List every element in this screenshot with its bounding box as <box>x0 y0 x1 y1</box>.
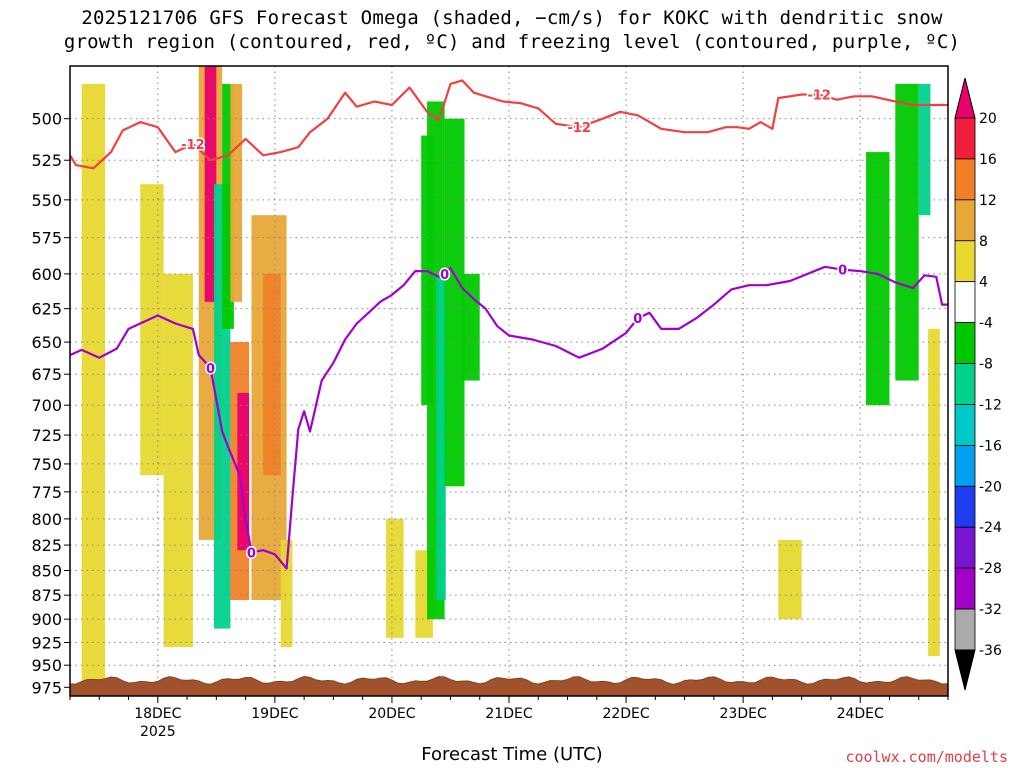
y-tick-label: 575 <box>31 229 62 248</box>
contour-label-freezing: 0 <box>440 268 449 283</box>
contour-label-freezing: 0 <box>247 546 256 561</box>
colorbar-band <box>954 363 976 405</box>
contour-label-freezing: 0 <box>633 312 642 327</box>
y-tick-label: 700 <box>31 396 62 415</box>
colorbar-top-arrow <box>954 77 976 119</box>
omega-cell <box>386 518 404 638</box>
y-tick-label: 600 <box>31 265 62 284</box>
contours: -12 -12 -12 0 0 0 0 0 <box>70 79 948 570</box>
y-tick-label: 625 <box>31 300 62 319</box>
x-tick-label: 18DEC <box>134 706 181 722</box>
colorbar-tick-label: -24 <box>979 520 1002 536</box>
x-tick-label: 19DEC <box>251 706 298 722</box>
y-tick-label: 675 <box>31 365 62 384</box>
y-tick-label: 850 <box>31 561 62 580</box>
omega-shading <box>81 66 940 692</box>
omega-cell <box>263 273 281 476</box>
terrain-fill <box>70 676 948 696</box>
omega-cell <box>222 83 234 329</box>
x-tick-label: 23DEC <box>720 706 767 722</box>
contour-dgz_-12C <box>70 79 948 170</box>
y-tick-label: 650 <box>31 333 62 352</box>
omega-cell <box>436 273 446 601</box>
colorbar-band <box>954 608 976 651</box>
omega-cell <box>928 328 940 657</box>
y-tick-label: 725 <box>31 426 62 445</box>
contour-freezing_0C <box>70 265 948 570</box>
grid-lines <box>70 66 948 696</box>
x-tick-label: 21DEC <box>485 706 532 722</box>
omega-cell <box>918 83 931 216</box>
x-axis: 18DEC 2025 19DEC 20DEC 21DEC 22DEC 23DEC 24DEC <box>69 696 949 740</box>
colorbar-band <box>954 322 976 364</box>
colorbar-band <box>954 526 976 569</box>
omega-cell <box>81 83 106 692</box>
colorbar-tick-label: -20 <box>979 479 1002 495</box>
y-tick-label: 525 <box>31 151 62 170</box>
x-tick-label: 24DEC <box>837 706 884 722</box>
colorbar-tick-label: -32 <box>979 602 1002 618</box>
colorbar-band <box>954 117 976 160</box>
y-tick-label: 550 <box>31 191 62 210</box>
contour-label-freezing: 0 <box>206 362 215 377</box>
colorbar-tick-label: 4 <box>979 275 988 291</box>
colorbar-tick-label: -12 <box>979 397 1002 413</box>
colorbar-band <box>954 158 976 201</box>
colorbar-tick-label: -36 <box>979 643 1002 659</box>
omega-cell <box>444 118 465 487</box>
colorbar-tick-label: 12 <box>979 193 997 209</box>
omega-cell <box>230 83 243 302</box>
chart-title: 2025121706 GFS Forecast Omega (shaded, −… <box>63 7 961 53</box>
x-axis-label: Forecast Time (UTC) <box>421 744 603 765</box>
omega-cell <box>163 273 193 648</box>
y-tick-label: 900 <box>31 610 62 629</box>
colorbar-band <box>954 567 976 610</box>
omega-cell <box>280 539 293 648</box>
y-tick-label: 875 <box>31 586 62 605</box>
y-tick-label: 800 <box>31 510 62 529</box>
omega-cell <box>778 539 802 620</box>
colorbar-band <box>954 404 976 446</box>
colorbar-band <box>954 444 976 487</box>
colorbar-tick-label: 8 <box>979 234 988 250</box>
colorbar-tick-label: 16 <box>979 152 997 168</box>
x-tick-label: 20DEC <box>368 706 415 722</box>
x-tick-label: 22DEC <box>602 706 649 722</box>
colorbar-tick-label: -16 <box>979 438 1002 454</box>
colorbar-band <box>954 199 976 242</box>
y-tick-label: 500 <box>31 110 62 129</box>
colorbar-tick-label: -8 <box>979 357 993 373</box>
omega-cell <box>237 392 250 551</box>
contour-label-freezing: 0 <box>838 264 847 279</box>
colorbar-bottom-arrow <box>954 649 976 691</box>
y-axis: 500 525 550 575 600 625 650 675 700 725 750 775 800 8… <box>31 110 70 697</box>
colorbar-band <box>954 485 976 528</box>
y-tick-label: 825 <box>31 536 62 555</box>
x-tick-sublabel: 2025 <box>140 724 176 740</box>
contour-label-dgz: -12 <box>807 89 831 104</box>
colorbar-tick-label: -4 <box>979 316 993 332</box>
colorbar-tick-label: 20 <box>979 111 997 127</box>
colorbar-tick-label: -28 <box>979 561 1002 577</box>
terrain-area <box>70 676 948 696</box>
contour-label-dgz: -12 <box>181 138 205 153</box>
contour-label-dgz: -12 <box>567 121 591 136</box>
omega-cell <box>204 66 217 302</box>
credit-link[interactable]: coolwx.com/modelts <box>845 748 1008 766</box>
omega-cell <box>140 184 164 476</box>
omega-cell <box>895 83 919 381</box>
y-tick-label: 750 <box>31 455 62 474</box>
y-tick-label: 950 <box>31 656 62 675</box>
y-tick-label: 975 <box>31 678 62 697</box>
colorbar-band <box>954 240 976 283</box>
y-tick-label: 775 <box>31 483 62 502</box>
colorbar: 20 16 12 8 4 -4 -8 -12 -16 -20 -24 -28 -32 -36 <box>954 77 1002 691</box>
colorbar-band <box>954 281 976 324</box>
y-tick-label: 925 <box>31 633 62 652</box>
omega-cell <box>866 152 890 406</box>
